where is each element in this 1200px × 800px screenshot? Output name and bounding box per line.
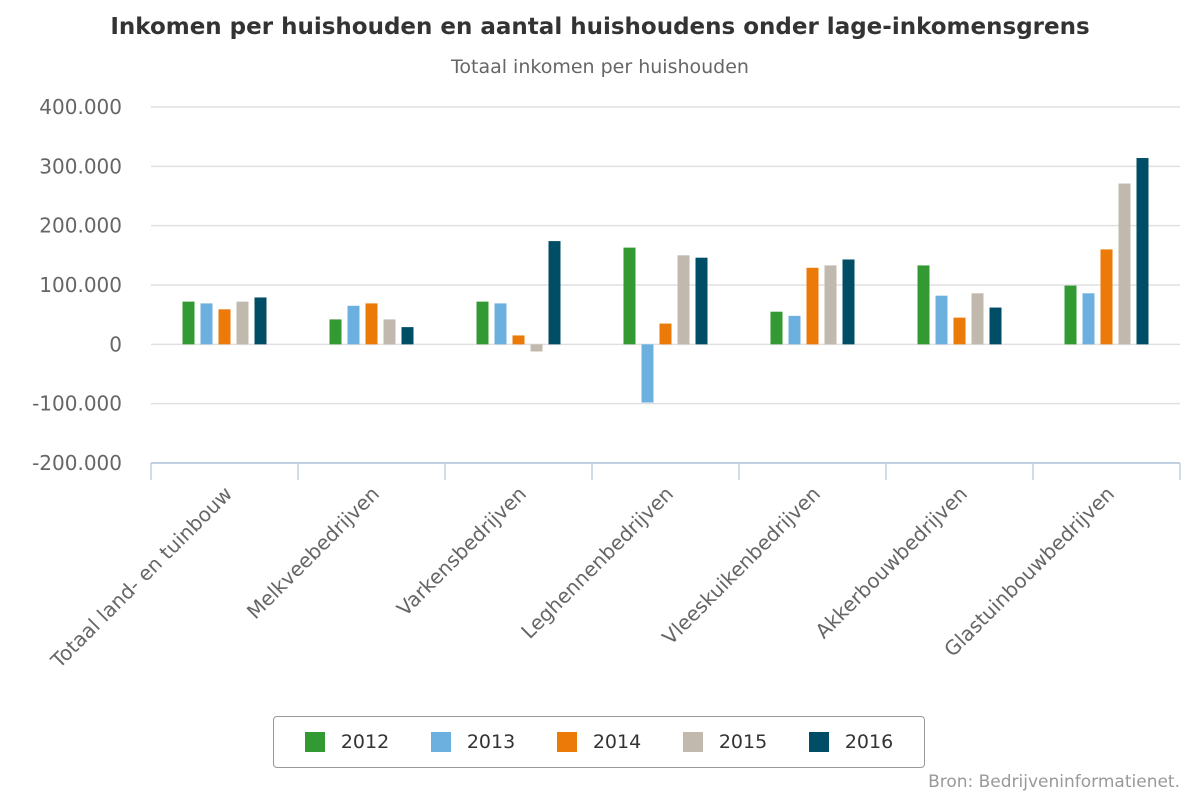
chart-plot: 400.000 300.000 200.000 100.000 0 -100.000 -20… bbox=[32, 95, 1181, 674]
bar bbox=[401, 327, 414, 345]
legend-item[interactable]: 2016 bbox=[808, 731, 894, 753]
legend-swatch bbox=[682, 732, 703, 752]
bar bbox=[1082, 293, 1095, 345]
legend-swatch bbox=[304, 732, 325, 752]
legend-swatch bbox=[430, 732, 451, 752]
y-tick-label: 300.000 bbox=[39, 154, 122, 178]
bar bbox=[182, 301, 195, 345]
bar bbox=[329, 319, 342, 345]
bar bbox=[824, 265, 837, 345]
x-tick-label: Varkensbedrijven bbox=[392, 482, 531, 621]
y-tick-label: 200.000 bbox=[39, 214, 122, 238]
x-tick-labels: Totaal land- en tuinbouw Melkveebedrijven… bbox=[45, 482, 1119, 674]
legend-label: 2013 bbox=[466, 731, 516, 753]
legend-item[interactable]: 2015 bbox=[682, 731, 768, 753]
legend-label: 2012 bbox=[340, 731, 390, 753]
x-tick-label: Totaal land- en tuinbouw bbox=[45, 482, 237, 674]
legend-item[interactable]: 2013 bbox=[430, 731, 516, 753]
legend-label: 2015 bbox=[718, 731, 768, 753]
bar bbox=[917, 265, 930, 345]
legend-label: 2016 bbox=[844, 731, 894, 753]
bar bbox=[1118, 183, 1131, 345]
bar bbox=[623, 247, 636, 345]
bar bbox=[806, 267, 819, 345]
bar bbox=[641, 344, 654, 403]
bar bbox=[770, 311, 783, 345]
bar bbox=[1064, 285, 1077, 345]
bar bbox=[530, 344, 543, 352]
chart-title: Inkomen per huishouden en aantal huishou… bbox=[110, 14, 1090, 40]
legend-swatch bbox=[556, 732, 577, 752]
bar bbox=[989, 307, 1002, 345]
bar bbox=[365, 303, 378, 345]
bar bbox=[1100, 249, 1113, 345]
y-tick-label: 0 bbox=[109, 332, 122, 356]
bar bbox=[218, 309, 231, 345]
legend-item[interactable]: 2012 bbox=[304, 731, 390, 753]
bar bbox=[347, 305, 360, 345]
bar bbox=[953, 317, 966, 345]
x-tick-label: Leghennenbedrijven bbox=[516, 482, 678, 644]
bar bbox=[842, 259, 855, 345]
y-tick-label: 100.000 bbox=[39, 273, 122, 297]
chart-subtitle: Totaal inkomen per huishouden bbox=[451, 56, 749, 78]
bar bbox=[788, 315, 801, 345]
bar bbox=[476, 301, 489, 345]
legend-item[interactable]: 2014 bbox=[556, 731, 642, 753]
legend: 2012 2013 2014 2015 2016 bbox=[273, 716, 925, 768]
bar bbox=[383, 319, 396, 345]
x-tick-label: Glastuinbouwbedrijven bbox=[939, 482, 1119, 662]
x-tick-label: Akkerbouwbedrijven bbox=[810, 482, 972, 644]
grid-lines bbox=[151, 106, 1180, 405]
bar bbox=[254, 297, 267, 345]
bar bbox=[548, 241, 561, 345]
bar bbox=[200, 303, 213, 345]
bar bbox=[512, 335, 525, 345]
bar bbox=[677, 255, 690, 345]
source-credit: Bron: Bedrijveninformatienet. bbox=[928, 772, 1180, 792]
bar bbox=[971, 293, 984, 345]
x-tick-label: Vleeskuikenbedrijven bbox=[657, 482, 825, 650]
bar bbox=[494, 303, 507, 345]
legend-label: 2014 bbox=[592, 731, 642, 753]
legend-swatch bbox=[808, 732, 829, 752]
bar bbox=[935, 295, 948, 345]
y-axis: 400.000 300.000 200.000 100.000 0 -100.000 -20… bbox=[32, 95, 122, 475]
x-axis bbox=[150, 462, 1181, 480]
x-tick-label: Melkveebedrijven bbox=[242, 482, 384, 624]
bar bbox=[236, 301, 249, 345]
bars bbox=[182, 158, 1149, 403]
y-tick-label: -200.000 bbox=[32, 451, 122, 475]
y-tick-label: -100.000 bbox=[32, 392, 122, 416]
bar bbox=[695, 257, 708, 345]
bar bbox=[659, 323, 672, 345]
bar bbox=[1136, 158, 1149, 345]
y-tick-label: 400.000 bbox=[39, 95, 122, 119]
